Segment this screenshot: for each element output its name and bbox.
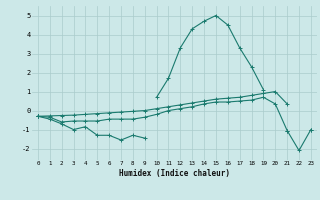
X-axis label: Humidex (Indice chaleur): Humidex (Indice chaleur) <box>119 169 230 178</box>
